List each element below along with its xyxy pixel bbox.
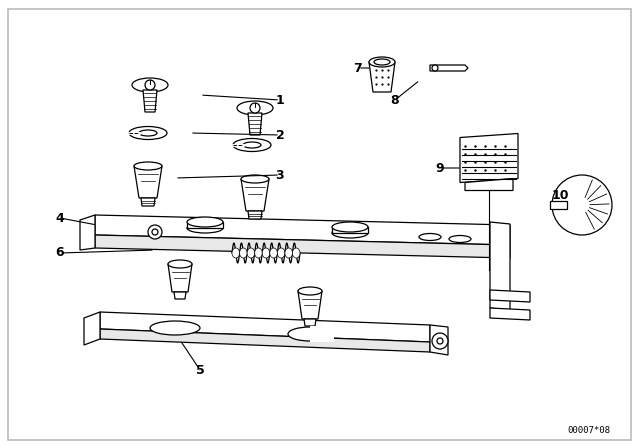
Polygon shape <box>248 211 262 219</box>
Circle shape <box>432 65 438 71</box>
Polygon shape <box>248 113 262 135</box>
Text: 1: 1 <box>276 94 284 107</box>
Ellipse shape <box>187 223 223 233</box>
Ellipse shape <box>374 59 390 65</box>
Circle shape <box>432 333 448 349</box>
Text: 00007*08: 00007*08 <box>567 426 610 435</box>
Polygon shape <box>310 326 334 342</box>
Text: 10: 10 <box>551 189 569 202</box>
Ellipse shape <box>270 248 277 258</box>
Polygon shape <box>80 215 95 250</box>
Ellipse shape <box>237 101 273 115</box>
Text: 9: 9 <box>436 161 444 175</box>
Polygon shape <box>143 90 157 112</box>
Ellipse shape <box>255 248 262 258</box>
Ellipse shape <box>239 248 247 258</box>
Polygon shape <box>332 227 368 233</box>
Polygon shape <box>134 166 162 198</box>
Ellipse shape <box>332 228 368 238</box>
Ellipse shape <box>298 287 322 295</box>
Polygon shape <box>430 65 468 71</box>
Polygon shape <box>465 178 513 190</box>
Ellipse shape <box>232 248 239 258</box>
Ellipse shape <box>134 162 162 170</box>
Text: 2: 2 <box>276 129 284 142</box>
Polygon shape <box>187 222 223 228</box>
Circle shape <box>148 225 162 239</box>
Polygon shape <box>100 329 430 352</box>
Polygon shape <box>490 290 530 302</box>
Text: 3: 3 <box>276 168 284 181</box>
Text: 6: 6 <box>56 246 64 259</box>
Circle shape <box>145 80 155 90</box>
Polygon shape <box>141 198 155 206</box>
Ellipse shape <box>247 248 255 258</box>
Polygon shape <box>369 62 395 92</box>
Circle shape <box>152 229 158 235</box>
Ellipse shape <box>369 57 395 67</box>
Polygon shape <box>304 319 316 326</box>
Polygon shape <box>84 312 100 345</box>
Text: 5: 5 <box>196 363 204 376</box>
Circle shape <box>552 175 612 235</box>
Text: 7: 7 <box>354 61 362 74</box>
Polygon shape <box>174 292 186 299</box>
Ellipse shape <box>150 321 200 335</box>
Ellipse shape <box>233 138 271 151</box>
Polygon shape <box>430 325 448 355</box>
Text: 4: 4 <box>56 211 65 224</box>
Ellipse shape <box>243 142 261 148</box>
Ellipse shape <box>132 78 168 92</box>
Ellipse shape <box>449 236 471 242</box>
Polygon shape <box>550 201 567 209</box>
Polygon shape <box>168 264 192 292</box>
Polygon shape <box>490 222 510 310</box>
Ellipse shape <box>332 222 368 232</box>
Ellipse shape <box>262 248 270 258</box>
Polygon shape <box>460 134 518 182</box>
Circle shape <box>250 103 260 113</box>
Ellipse shape <box>292 248 300 258</box>
Polygon shape <box>490 308 530 320</box>
Polygon shape <box>298 291 322 319</box>
Ellipse shape <box>139 130 157 136</box>
Ellipse shape <box>285 248 292 258</box>
Ellipse shape <box>419 233 441 241</box>
Ellipse shape <box>168 260 192 268</box>
Circle shape <box>437 338 443 344</box>
Ellipse shape <box>241 175 269 183</box>
Polygon shape <box>95 235 510 258</box>
Polygon shape <box>241 179 269 211</box>
Ellipse shape <box>277 248 285 258</box>
Ellipse shape <box>187 217 223 227</box>
Polygon shape <box>95 215 510 245</box>
Text: 8: 8 <box>390 94 399 107</box>
Polygon shape <box>100 312 430 342</box>
Ellipse shape <box>129 126 167 139</box>
Ellipse shape <box>288 327 332 341</box>
